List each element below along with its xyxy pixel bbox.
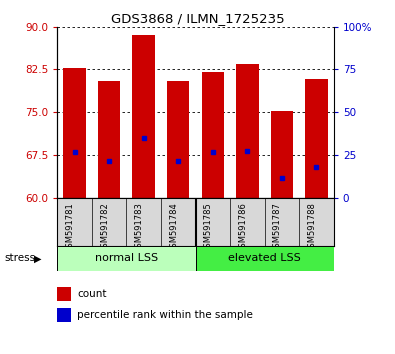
Text: GDS3868 / ILMN_1725235: GDS3868 / ILMN_1725235 bbox=[111, 12, 284, 25]
Bar bbox=[132, 35, 155, 198]
Bar bbox=[167, 81, 190, 198]
Bar bbox=[271, 111, 293, 198]
Text: GSM591782: GSM591782 bbox=[100, 202, 109, 253]
Text: stress: stress bbox=[4, 253, 35, 263]
Text: GSM591785: GSM591785 bbox=[204, 202, 213, 253]
Text: GSM591787: GSM591787 bbox=[273, 202, 282, 253]
Text: GSM591788: GSM591788 bbox=[307, 202, 316, 253]
Bar bbox=[63, 68, 86, 198]
Text: GSM591786: GSM591786 bbox=[238, 202, 247, 253]
Bar bbox=[196, 246, 334, 271]
Bar bbox=[305, 79, 328, 198]
Bar bbox=[236, 64, 259, 198]
Text: count: count bbox=[77, 289, 107, 299]
Text: GSM591781: GSM591781 bbox=[66, 202, 75, 253]
Text: normal LSS: normal LSS bbox=[95, 253, 158, 263]
Text: elevated LSS: elevated LSS bbox=[228, 253, 301, 263]
Bar bbox=[98, 81, 120, 198]
Bar bbox=[57, 246, 196, 271]
Bar bbox=[201, 72, 224, 198]
Text: GSM591783: GSM591783 bbox=[135, 202, 144, 253]
Text: ▶: ▶ bbox=[34, 253, 41, 263]
Text: percentile rank within the sample: percentile rank within the sample bbox=[77, 310, 253, 320]
Text: GSM591784: GSM591784 bbox=[169, 202, 178, 253]
